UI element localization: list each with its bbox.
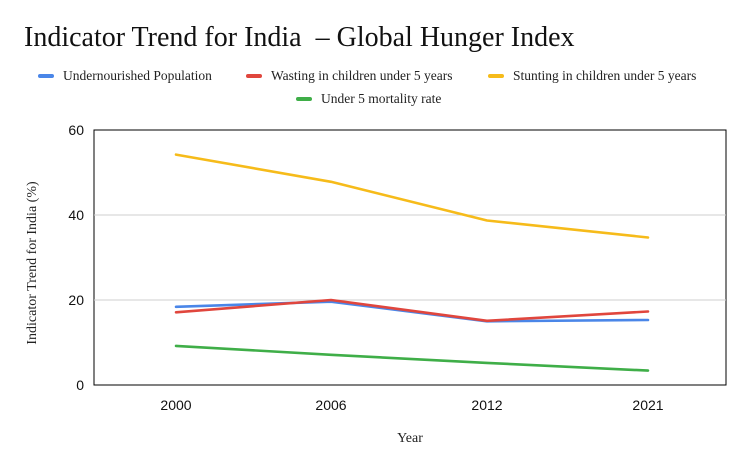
legend-swatch-mortality	[296, 97, 312, 101]
y-tick-label: 20	[68, 292, 84, 308]
x-tick-label: 2021	[632, 397, 663, 413]
legend-label-wasting: Wasting in children under 5 years	[271, 68, 453, 83]
series-line-wasting	[174, 298, 650, 323]
legend-item-stunting: Stunting in children under 5 years	[488, 68, 696, 84]
legend-label-undernourished: Undernourished Population	[63, 68, 212, 83]
series-lines	[174, 153, 650, 372]
x-tick-label: 2006	[315, 397, 346, 413]
series-line-mortality	[174, 344, 650, 372]
x-tick-label: 2000	[160, 397, 191, 413]
y-tick-label: 60	[68, 122, 84, 138]
y-axis-title: Indicator Trend for India (%)	[25, 181, 40, 345]
x-axis-ticks: 2000 2006 2012 2021	[160, 397, 663, 413]
y-tick-label: 0	[76, 377, 84, 393]
y-axis-ticks: 0 20 40 60	[68, 122, 84, 393]
x-tick-label: 2012	[471, 397, 502, 413]
gridlines	[93, 129, 727, 386]
legend-swatch-wasting	[246, 74, 262, 78]
chart-title: Indicator Trend for India – Global Hunge…	[24, 22, 575, 53]
legend-item-wasting: Wasting in children under 5 years	[246, 68, 453, 84]
legend-label-stunting: Stunting in children under 5 years	[513, 68, 697, 83]
legend-label-mortality: Under 5 mortality rate	[321, 91, 442, 106]
x-axis-title: Year	[397, 431, 423, 446]
legend-swatch-stunting	[488, 74, 504, 78]
series-line-stunting	[174, 153, 650, 239]
y-tick-label: 40	[68, 207, 84, 223]
legend-item-mortality: Under 5 mortality rate	[296, 91, 441, 107]
plot-frame	[93, 129, 727, 386]
legend-item-undernourished: Undernourished Population	[38, 68, 212, 84]
legend-swatch-undernourished	[38, 74, 54, 78]
